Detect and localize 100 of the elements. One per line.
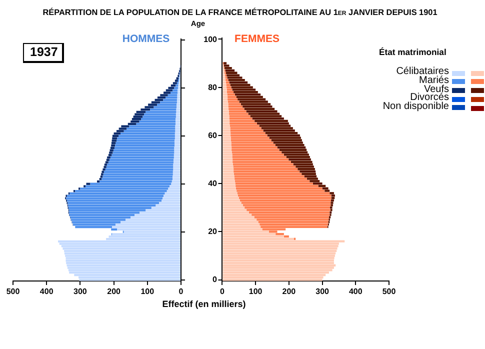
bar bbox=[160, 101, 177, 104]
bar bbox=[225, 69, 235, 72]
x-axis-title: Effectif (en milliers) bbox=[162, 299, 246, 309]
bar bbox=[275, 144, 304, 146]
bar bbox=[222, 160, 233, 163]
bar bbox=[222, 199, 240, 202]
bar bbox=[111, 144, 116, 147]
bar bbox=[126, 128, 176, 130]
x-tick-label: 300 bbox=[74, 287, 88, 296]
bar bbox=[104, 164, 108, 166]
bar bbox=[139, 120, 176, 123]
bar bbox=[248, 112, 280, 115]
bar bbox=[228, 103, 241, 106]
bar bbox=[133, 116, 143, 118]
bar bbox=[242, 105, 272, 108]
bar bbox=[226, 86, 232, 88]
bar bbox=[330, 206, 332, 209]
bar bbox=[116, 142, 175, 144]
bar bbox=[222, 151, 232, 154]
bar bbox=[166, 96, 178, 99]
bar bbox=[144, 106, 154, 108]
bar bbox=[222, 79, 226, 82]
bar bbox=[232, 163, 294, 166]
bar bbox=[241, 202, 331, 204]
chart-subtitle: FEMMES bbox=[234, 33, 280, 45]
bar bbox=[163, 98, 177, 102]
bar bbox=[284, 235, 289, 238]
legend-label: Non disponible bbox=[382, 101, 449, 112]
bar bbox=[68, 202, 160, 204]
y-tick-label: 0 bbox=[212, 275, 218, 284]
bar bbox=[271, 139, 302, 142]
bar bbox=[324, 190, 330, 192]
bar bbox=[226, 84, 230, 86]
bar bbox=[160, 94, 168, 96]
bar bbox=[322, 187, 328, 190]
bar bbox=[67, 200, 162, 202]
bar bbox=[222, 259, 334, 262]
bar bbox=[226, 88, 232, 91]
text: RÉPARTITION DE LA POPULATION DE LA FRANCE MÉTROPOLITAINE AU 1er JANVIER DEPUIS 1901 bbox=[42, 8, 438, 18]
bar bbox=[175, 125, 180, 128]
bar bbox=[222, 252, 336, 254]
bar bbox=[252, 118, 284, 120]
x-tick-label: 200 bbox=[282, 287, 296, 296]
bar bbox=[290, 160, 312, 163]
bar bbox=[102, 168, 106, 171]
bar bbox=[222, 100, 228, 103]
bar bbox=[232, 151, 282, 154]
bar bbox=[222, 134, 231, 137]
bar bbox=[164, 192, 180, 195]
bar bbox=[222, 93, 228, 96]
bar bbox=[222, 84, 226, 86]
bar bbox=[110, 149, 114, 152]
legend-title: État matrimonial bbox=[379, 47, 446, 57]
y-tick-label: 40 bbox=[208, 179, 218, 188]
bar bbox=[222, 247, 338, 250]
bar bbox=[298, 168, 315, 170]
bar bbox=[170, 92, 178, 94]
bar bbox=[228, 108, 244, 110]
bar bbox=[104, 166, 106, 168]
bar bbox=[234, 178, 307, 180]
bar bbox=[231, 142, 274, 144]
bar bbox=[224, 64, 230, 67]
bar bbox=[64, 252, 180, 254]
bar bbox=[176, 116, 180, 118]
bar bbox=[228, 96, 236, 98]
bar bbox=[242, 204, 331, 206]
bar bbox=[302, 172, 316, 176]
bar bbox=[240, 103, 271, 106]
bar bbox=[237, 192, 330, 194]
bar bbox=[279, 148, 307, 151]
bar bbox=[134, 113, 144, 116]
bar bbox=[222, 118, 230, 120]
bar bbox=[227, 76, 242, 79]
bar bbox=[222, 170, 234, 173]
bar bbox=[228, 105, 243, 108]
bar bbox=[108, 154, 112, 156]
bar bbox=[300, 170, 316, 173]
bar bbox=[229, 81, 248, 84]
bar bbox=[222, 190, 237, 192]
bar bbox=[234, 180, 310, 182]
bar bbox=[102, 170, 104, 173]
bar bbox=[178, 92, 180, 94]
bar bbox=[230, 132, 266, 134]
x-tick-label: 100 bbox=[140, 287, 155, 296]
bar bbox=[282, 151, 308, 154]
bar bbox=[222, 122, 230, 124]
bar bbox=[238, 194, 332, 197]
bar bbox=[222, 142, 232, 144]
y-tick-label: 60 bbox=[208, 131, 218, 140]
bar bbox=[234, 91, 258, 94]
bar bbox=[70, 192, 165, 195]
bar bbox=[230, 134, 268, 137]
bar bbox=[222, 108, 229, 110]
bar bbox=[236, 184, 318, 188]
bar bbox=[228, 98, 238, 100]
bar bbox=[166, 89, 173, 92]
bar bbox=[240, 199, 331, 202]
bar bbox=[224, 66, 232, 70]
bar bbox=[222, 257, 334, 260]
bar bbox=[222, 274, 326, 276]
